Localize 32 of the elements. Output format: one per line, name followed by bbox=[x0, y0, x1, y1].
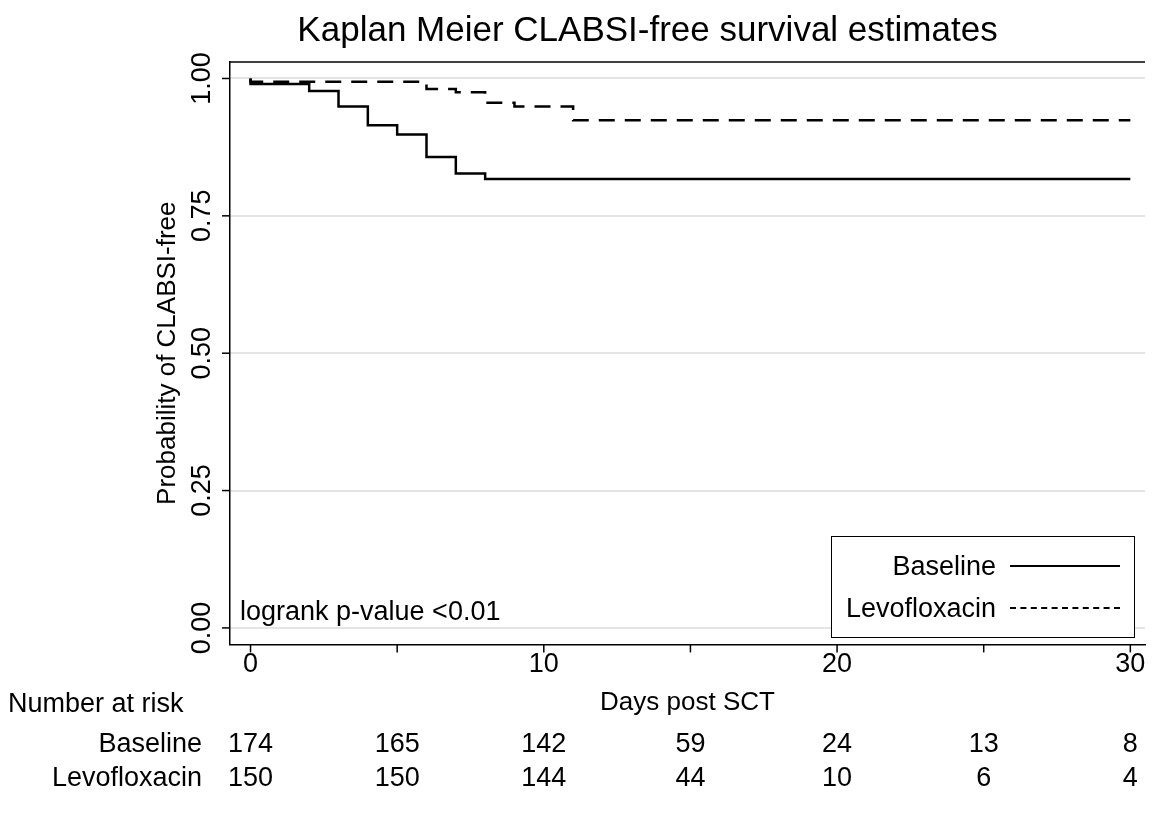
legend-label: Levofloxacin bbox=[845, 592, 996, 624]
text: 59 bbox=[675, 728, 706, 759]
y-tick-label: 0.25 bbox=[185, 464, 216, 517]
x-axis-title: Days post SCT bbox=[600, 685, 776, 716]
y-tick-label: 1.00 bbox=[185, 52, 216, 105]
text: 44 bbox=[675, 762, 706, 793]
y-axis-title: Probability of CLABSI-free bbox=[150, 201, 181, 505]
x-tick-label: 20 bbox=[822, 648, 853, 679]
y-tick-label: 0.00 bbox=[185, 601, 216, 655]
text: 24 bbox=[822, 728, 853, 759]
text: 150 bbox=[227, 762, 274, 793]
text: Number at risk bbox=[8, 688, 184, 719]
text: 174 bbox=[227, 728, 274, 759]
legend-label: Baseline bbox=[892, 550, 996, 582]
text: 150 bbox=[374, 762, 420, 793]
text: 142 bbox=[521, 728, 567, 759]
chart-title: Kaplan Meier CLABSI-free survival estimates bbox=[297, 8, 998, 48]
annotation: logrank p-value <0.01 bbox=[240, 596, 501, 628]
y-tick-label: 0.50 bbox=[185, 326, 216, 380]
x-tick-label: 0 bbox=[243, 648, 259, 679]
x-tick-label: 30 bbox=[1115, 648, 1146, 679]
text: 8 bbox=[1122, 728, 1138, 759]
text: 6 bbox=[976, 762, 992, 793]
text: 165 bbox=[374, 728, 420, 759]
text: 10 bbox=[822, 762, 853, 793]
y-tick-label: 0.75 bbox=[185, 189, 216, 243]
text: Baseline bbox=[98, 728, 202, 759]
x-tick-label: 10 bbox=[528, 648, 559, 679]
text: 144 bbox=[521, 762, 567, 793]
text: Levofloxacin bbox=[51, 762, 202, 793]
text: 13 bbox=[968, 728, 999, 759]
text: 4 bbox=[1122, 762, 1138, 793]
